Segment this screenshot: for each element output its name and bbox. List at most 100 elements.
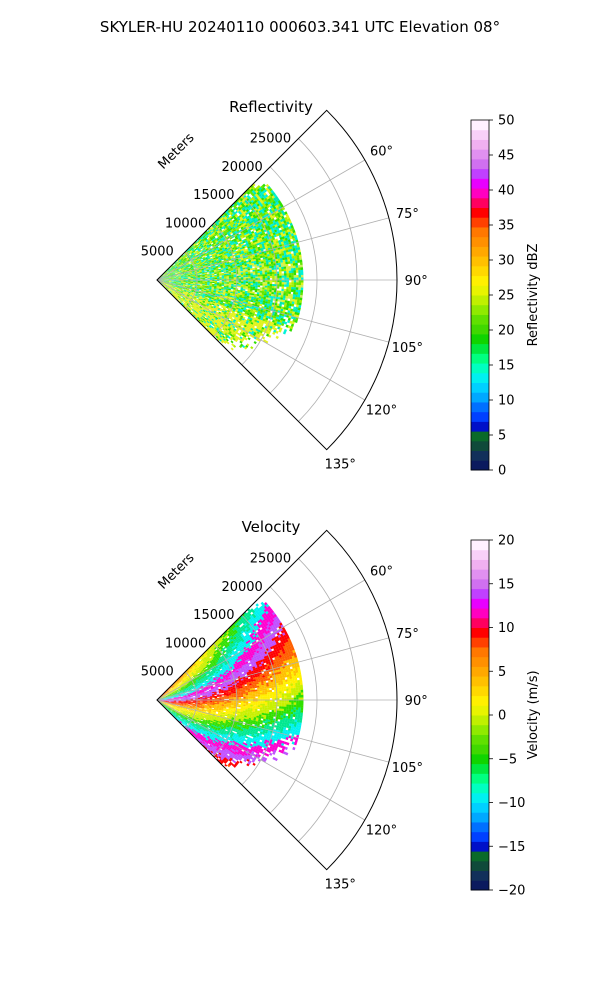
radar-gate — [164, 272, 167, 275]
radar-gate — [179, 287, 183, 290]
radar-gate — [206, 316, 210, 320]
radar-gate — [216, 327, 220, 330]
radar-gate — [214, 248, 217, 251]
radar-gate — [248, 261, 252, 264]
radar-gate — [193, 243, 196, 246]
radar-gate — [161, 281, 164, 283]
radar-gate — [169, 286, 173, 288]
radar-gate — [178, 295, 181, 297]
radar-gate — [202, 272, 205, 274]
radar-gate — [162, 274, 165, 276]
radar-gate — [166, 287, 169, 290]
radar-gate — [166, 287, 169, 289]
radar-gate — [238, 337, 242, 341]
radar-gate — [248, 281, 251, 284]
radar-gate — [209, 237, 213, 240]
radar-gate — [223, 245, 227, 248]
radar-gate — [208, 242, 211, 246]
radar-gate — [220, 333, 224, 337]
radar-gate — [226, 333, 230, 337]
radar-gate — [226, 227, 230, 231]
radar-gate — [173, 269, 177, 272]
radar-gate — [180, 266, 183, 269]
radar-gate — [225, 239, 229, 242]
radar-gate — [256, 295, 260, 299]
radar-gate — [223, 222, 227, 226]
radar-gate — [236, 275, 239, 278]
radar-gate — [174, 288, 177, 290]
radar-gate — [226, 231, 230, 235]
radar-gate — [170, 274, 174, 276]
radar-gate — [181, 294, 184, 297]
radar-gate — [212, 295, 215, 298]
colorbar-swatch — [471, 431, 489, 442]
radar-gate — [197, 280, 201, 282]
radar-gate — [196, 296, 200, 299]
radar-gate — [232, 309, 236, 312]
radar-gate — [226, 325, 230, 329]
radar-gate — [212, 292, 216, 295]
radar-gate — [245, 272, 249, 274]
radar-gate — [272, 275, 275, 279]
radar-gate — [224, 275, 227, 277]
radar-gate — [233, 332, 237, 336]
radar-gate — [251, 296, 254, 299]
radar-gate — [192, 275, 196, 277]
radar-gate — [179, 260, 182, 263]
radar-gate — [248, 230, 252, 234]
radar-gate — [220, 290, 224, 292]
radar-gate — [197, 271, 200, 273]
radar-gate — [168, 283, 171, 285]
radar-gate — [300, 290, 304, 293]
radar-gate — [232, 266, 236, 269]
radar-gate — [176, 288, 179, 291]
radar-gate — [217, 303, 220, 306]
radar-gate — [172, 267, 175, 270]
radar-gate — [219, 242, 223, 246]
radar-gate — [234, 321, 238, 325]
radar-gate — [240, 213, 244, 217]
radar-gate — [162, 273, 165, 276]
radar-gate — [253, 341, 257, 345]
radar-gate — [189, 287, 193, 289]
radar-gate — [207, 311, 210, 315]
radar-gate — [237, 263, 240, 266]
radar-gate — [214, 283, 217, 285]
radar-gate — [190, 278, 194, 279]
radar-gate — [169, 291, 172, 294]
radar-gate — [257, 254, 260, 257]
radar-gate — [233, 212, 237, 216]
radar-gate — [164, 271, 167, 274]
radar-gate — [242, 225, 246, 229]
radar-gate — [208, 305, 211, 308]
radar-gate — [283, 291, 287, 294]
radar-gate — [221, 339, 225, 343]
radar-gate — [185, 274, 188, 276]
radar-gate — [208, 290, 212, 292]
radar-gate — [231, 295, 235, 298]
radar-gate — [187, 271, 190, 274]
radar-gate — [202, 283, 205, 286]
radar-gate — [228, 274, 232, 277]
radar-gate — [161, 277, 164, 279]
radar-gate — [215, 240, 219, 244]
radar-gate — [178, 268, 182, 270]
radar-gate — [174, 265, 177, 268]
radar-gate — [160, 275, 163, 278]
radar-gate — [224, 229, 228, 232]
radar-gate — [222, 314, 225, 318]
radar-gate — [170, 273, 173, 276]
radar-gate — [185, 277, 189, 279]
radar-gate — [287, 261, 291, 265]
radar-gate — [202, 264, 206, 267]
radar-gate — [190, 275, 193, 277]
radar-gate — [252, 267, 255, 271]
radar-gate — [248, 276, 251, 279]
colorbar-tick-label: 50 — [498, 114, 515, 129]
radar-gate — [231, 234, 235, 237]
radar-gate — [226, 281, 230, 283]
radar-gate — [232, 310, 235, 313]
radar-gate — [180, 262, 183, 264]
radar-gate — [171, 271, 175, 273]
radar-gate — [208, 235, 212, 238]
